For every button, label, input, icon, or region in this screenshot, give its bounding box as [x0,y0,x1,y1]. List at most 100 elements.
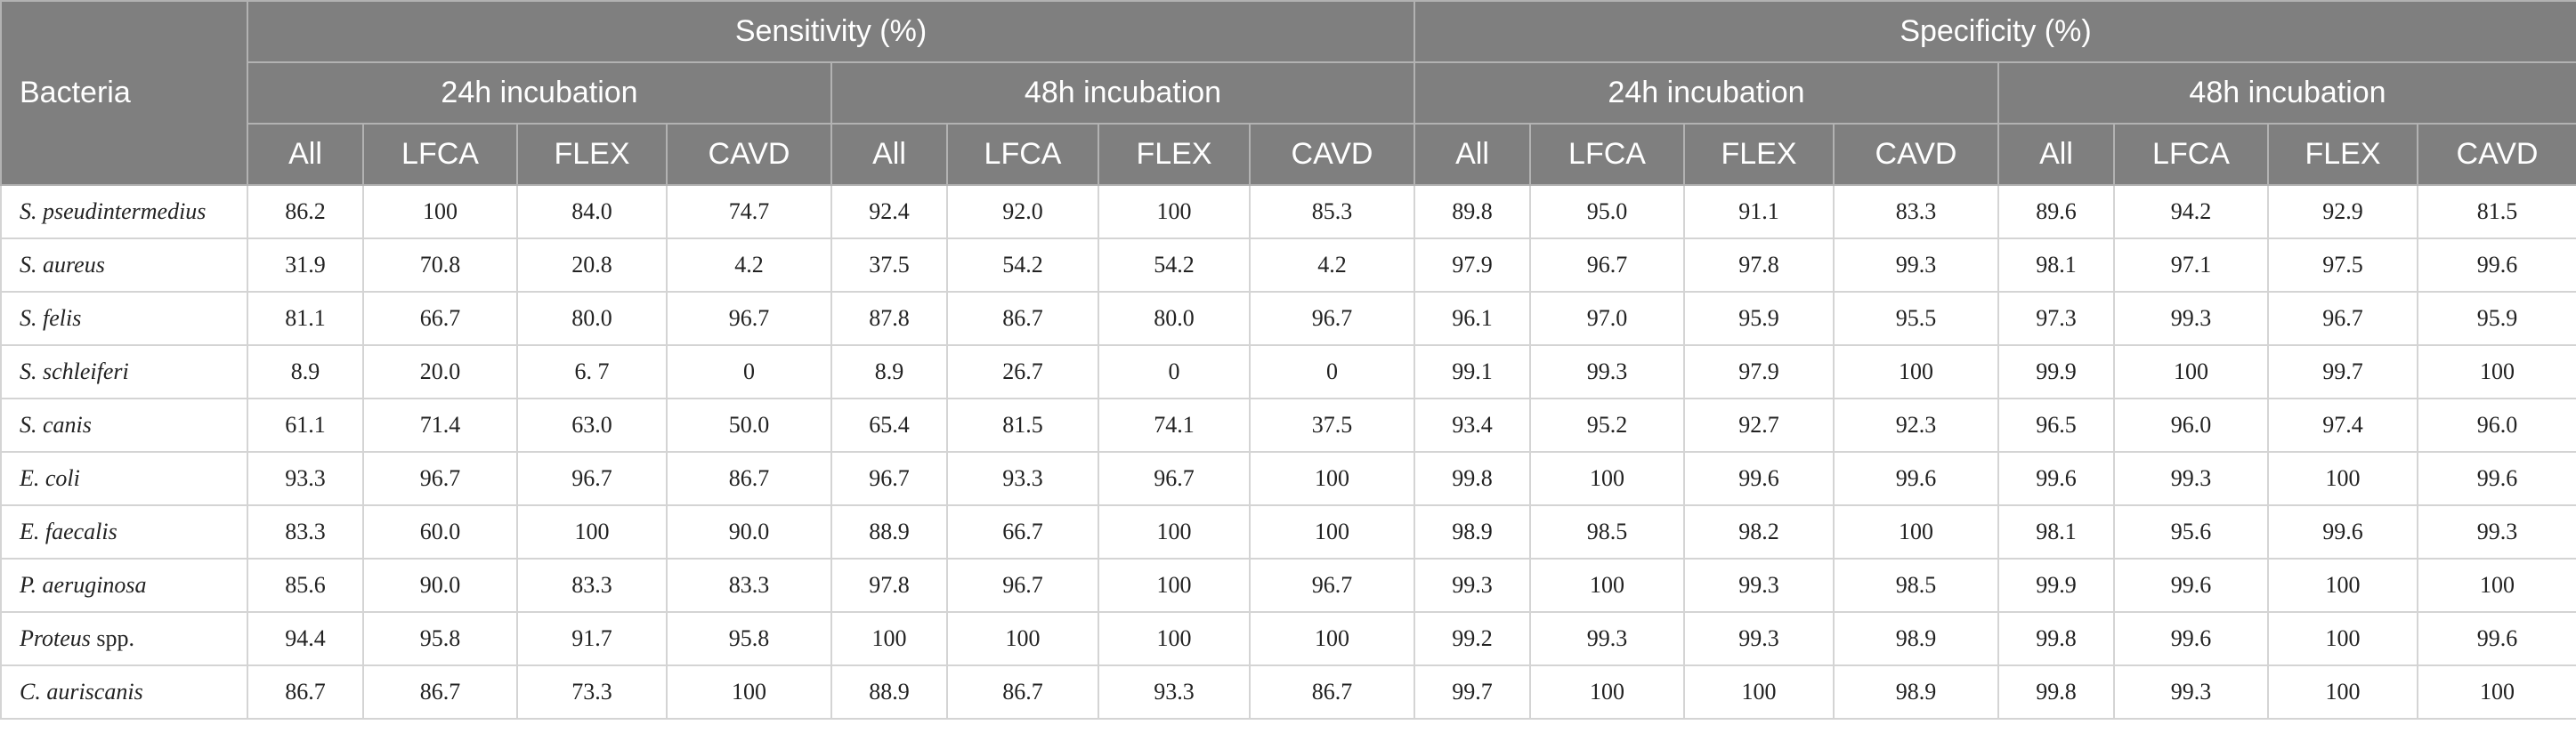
method-header: CAVD [666,123,832,186]
bacteria-name: E. faecalis [20,519,117,544]
method-header: CAVD [2417,123,2576,186]
value-cell: 73.3 [516,664,668,720]
sensitivity-group-header: Sensitivity (%) [247,0,1415,63]
value-cell: 100 [1098,504,1251,560]
bacteria-name: S. schleiferi [20,358,129,384]
value-cell: 92.4 [830,184,948,239]
value-cell: 100 [2267,664,2418,720]
value-cell: 99.3 [1529,344,1685,399]
value-cell: 99.6 [1833,451,1999,506]
value-cell: 83.3 [247,504,364,560]
value-cell: 99.6 [2113,611,2269,666]
value-cell: 83.3 [666,558,832,613]
bacteria-name-cell: S. schleiferi [0,344,248,399]
value-cell: 6. 7 [516,344,668,399]
value-cell: 96.0 [2113,398,2269,453]
value-cell: 99.3 [1529,611,1685,666]
value-cell: 99.8 [1414,451,1531,506]
method-header: FLEX [1098,123,1251,186]
value-cell: 99.2 [1414,611,1531,666]
method-header: CAVD [1249,123,1415,186]
value-cell: 70.8 [362,238,518,293]
value-cell: 96.7 [362,451,518,506]
value-cell: 71.4 [362,398,518,453]
value-cell: 95.8 [362,611,518,666]
bacteria-name-cell: S. felis [0,291,248,346]
value-cell: 74.1 [1098,398,1251,453]
bacteria-name-cell: S. aureus [0,238,248,293]
method-header: LFCA [946,123,1099,186]
header-row-groups: Bacteria Sensitivity (%) Specificity (%) [0,0,2576,186]
value-cell: 86.7 [946,291,1099,346]
value-cell: 92.0 [946,184,1099,239]
value-cell: 98.1 [1997,238,2115,293]
value-cell: 0 [1098,344,1251,399]
value-cell: 81.5 [2417,184,2576,239]
bacteria-name: C. auriscanis [20,679,143,705]
incubation-header: 48h incubation [1997,61,2576,125]
value-cell: 93.3 [1098,664,1251,720]
table-row: S. canis 61.1 71.4 63.0 50.0 65.4 81.5 74.1 37.5… [0,398,2576,453]
value-cell: 96.7 [1249,558,1415,613]
value-cell: 100 [2113,344,2269,399]
value-cell: 81.1 [247,291,364,346]
value-cell: 81.5 [946,398,1099,453]
value-cell: 87.8 [830,291,948,346]
value-cell: 97.0 [1529,291,1685,346]
value-cell: 99.6 [2267,504,2418,560]
value-cell: 31.9 [247,238,364,293]
table-row: E. faecalis 83.3 60.0 100 90.0 88.9 66.7 100 100… [0,504,2576,560]
value-cell: 97.1 [2113,238,2269,293]
value-cell: 92.7 [1683,398,1835,453]
value-cell: 74.7 [666,184,832,239]
value-cell: 97.4 [2267,398,2418,453]
value-cell: 96.7 [1529,238,1685,293]
value-cell: 50.0 [666,398,832,453]
value-cell: 88.9 [830,504,948,560]
value-cell: 96.0 [2417,398,2576,453]
value-cell: 20.0 [362,344,518,399]
value-cell: 100 [1529,451,1685,506]
value-cell: 99.3 [2113,451,2269,506]
incubation-header: 48h incubation [830,61,1415,125]
value-cell: 100 [2267,451,2418,506]
value-cell: 86.7 [247,664,364,720]
value-cell: 85.6 [247,558,364,613]
value-cell: 100 [1833,344,1999,399]
value-cell: 0 [1249,344,1415,399]
value-cell: 65.4 [830,398,948,453]
bacteria-name-cell: S. canis [0,398,248,453]
method-header: CAVD [1833,123,1999,186]
table-header: Bacteria Sensitivity (%) Specificity (%)… [0,0,2576,186]
value-cell: 100 [1098,184,1251,239]
value-cell: 94.2 [2113,184,2269,239]
value-cell: 95.9 [2417,291,2576,346]
value-cell: 98.1 [1997,504,2115,560]
results-table: Bacteria Sensitivity (%) Specificity (%)… [0,0,2576,720]
value-cell: 96.5 [1997,398,2115,453]
value-cell: 100 [1249,504,1415,560]
method-header: All [1414,123,1531,186]
value-cell: 96.7 [830,451,948,506]
value-cell: 98.5 [1529,504,1685,560]
value-cell: 37.5 [830,238,948,293]
bacteria-name: P. aeruginosa [20,572,147,598]
value-cell: 95.9 [1683,291,1835,346]
value-cell: 86.7 [1249,664,1415,720]
value-cell: 92.9 [2267,184,2418,239]
value-cell: 83.3 [516,558,668,613]
value-cell: 95.5 [1833,291,1999,346]
method-header: LFCA [1529,123,1685,186]
bacteria-name: Proteus [20,625,91,651]
bacteria-name-cell: P. aeruginosa [0,558,248,613]
value-cell: 89.6 [1997,184,2115,239]
value-cell: 20.8 [516,238,668,293]
bacteria-name: S. pseudintermedius [20,198,207,224]
value-cell: 80.0 [516,291,668,346]
table-row: P. aeruginosa 85.6 90.0 83.3 83.3 97.8 96.7 100… [0,558,2576,613]
value-cell: 99.3 [2113,291,2269,346]
value-cell: 63.0 [516,398,668,453]
value-cell: 99.7 [1414,664,1531,720]
value-cell: 100 [1098,558,1251,613]
method-header: All [247,123,364,186]
